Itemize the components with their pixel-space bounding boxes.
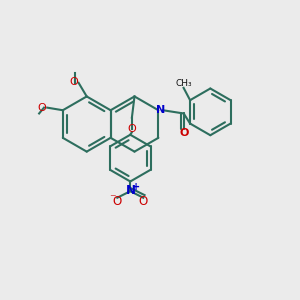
Text: N: N	[126, 184, 136, 197]
Text: O: O	[128, 124, 136, 134]
Text: O: O	[69, 77, 78, 87]
Text: ⁻: ⁻	[109, 192, 116, 205]
Text: O: O	[180, 128, 189, 138]
Text: N: N	[156, 105, 166, 115]
Text: CH₃: CH₃	[175, 79, 192, 88]
Text: O: O	[38, 103, 46, 112]
Text: +: +	[132, 182, 140, 192]
Text: O: O	[139, 195, 148, 208]
Text: O: O	[113, 195, 122, 208]
